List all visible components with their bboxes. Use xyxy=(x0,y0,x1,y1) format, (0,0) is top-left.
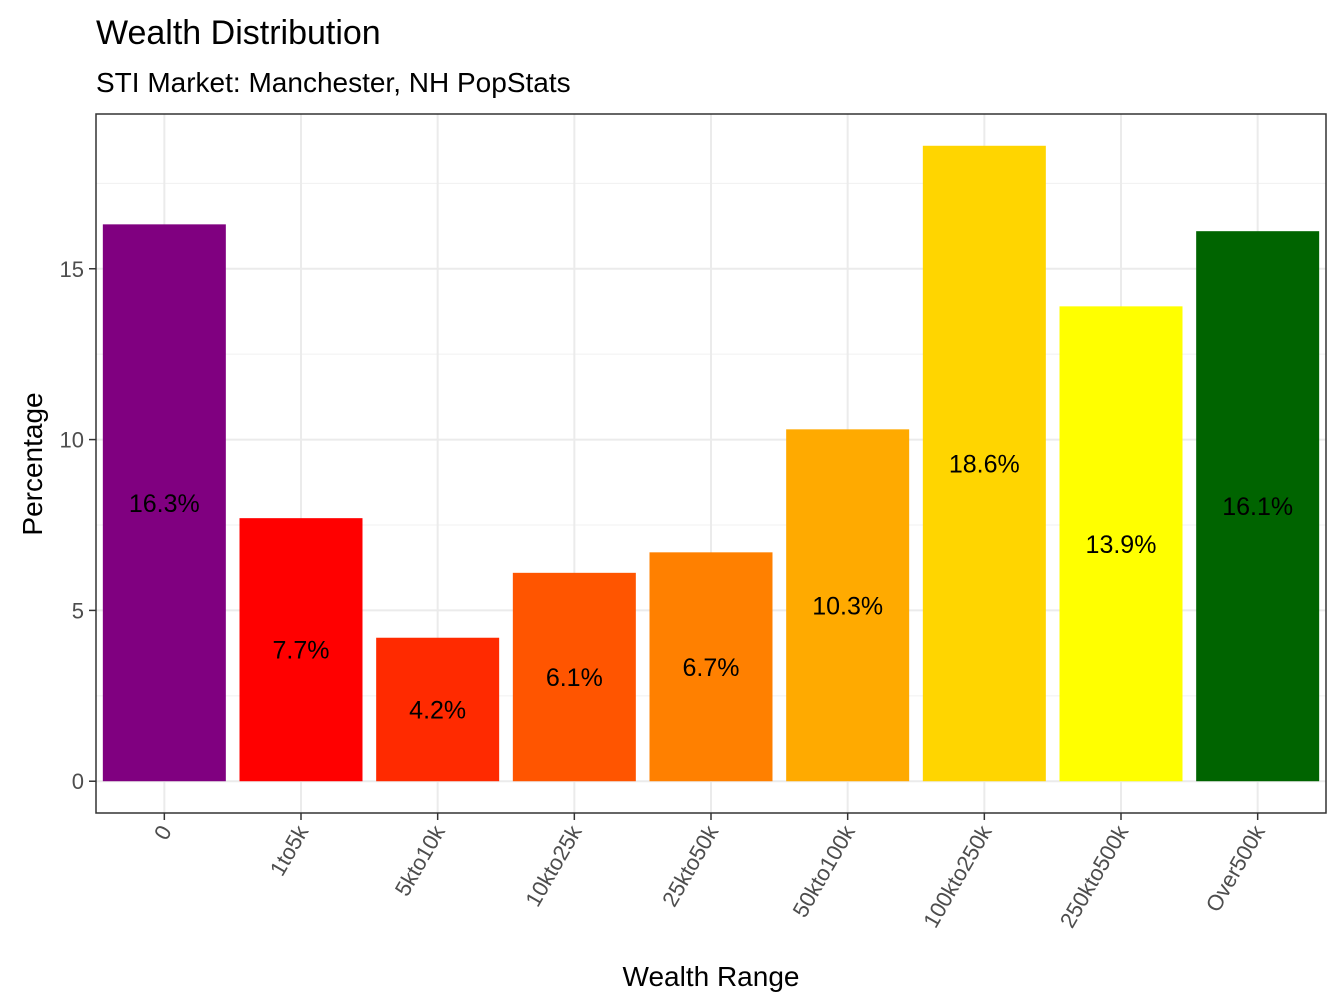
y-tick-label: 0 xyxy=(72,769,84,794)
bar xyxy=(786,429,910,782)
bar xyxy=(512,572,636,782)
chart-title: Wealth Distribution xyxy=(96,14,381,52)
bar xyxy=(376,637,500,782)
bar-value-label: 13.9% xyxy=(1086,531,1157,559)
x-tick-label: 50kto100k xyxy=(788,820,861,921)
y-axis-title: Percentage xyxy=(17,392,48,535)
x-tick-label: 25kto50k xyxy=(657,820,724,911)
bar xyxy=(239,518,363,782)
bar-value-label: 6.1% xyxy=(546,664,603,692)
chart-subtitle: STI Market: Manchester, NH PopStats xyxy=(96,67,571,98)
x-tick-label: 0 xyxy=(149,821,177,844)
y-tick-label: 5 xyxy=(72,598,84,623)
bar xyxy=(922,145,1046,782)
y-tick-label: 10 xyxy=(60,428,84,453)
x-tick-label: Over500k xyxy=(1201,820,1271,916)
x-tick-label: 5kto10k xyxy=(390,820,451,900)
x-tick-label: 10kto25k xyxy=(520,820,587,911)
bars xyxy=(102,145,1320,782)
x-axis-ticks: 0 1to5k 5kto10k 10kto25k 25kto50k 50kto100k 10… xyxy=(149,813,1271,932)
bar xyxy=(102,224,226,782)
bar xyxy=(649,552,773,782)
bar-labels: 16.3% 7.7% 4.2% 6.1% 6.7% 10.3% 18.6% 13.9% 16.1… xyxy=(129,451,1293,725)
x-axis-title: Wealth Range xyxy=(623,961,800,992)
bar xyxy=(1059,306,1183,782)
y-tick-label: 15 xyxy=(60,257,84,282)
bar-value-label: 6.7% xyxy=(683,654,740,682)
bar-value-label: 4.2% xyxy=(409,696,466,724)
bar xyxy=(1196,231,1320,782)
x-tick-label: 100kto250k xyxy=(918,820,997,932)
bar-value-label: 10.3% xyxy=(812,592,883,620)
x-tick-label: 1to5k xyxy=(265,820,314,880)
bar-value-label: 16.1% xyxy=(1222,493,1293,521)
bar-value-label: 16.3% xyxy=(129,490,200,518)
x-tick-label: 250kto500k xyxy=(1055,820,1134,932)
bar-value-label: 7.7% xyxy=(273,637,330,665)
y-axis-ticks: 0 5 10 15 xyxy=(60,257,96,794)
bar-value-label: 18.6% xyxy=(949,451,1020,479)
